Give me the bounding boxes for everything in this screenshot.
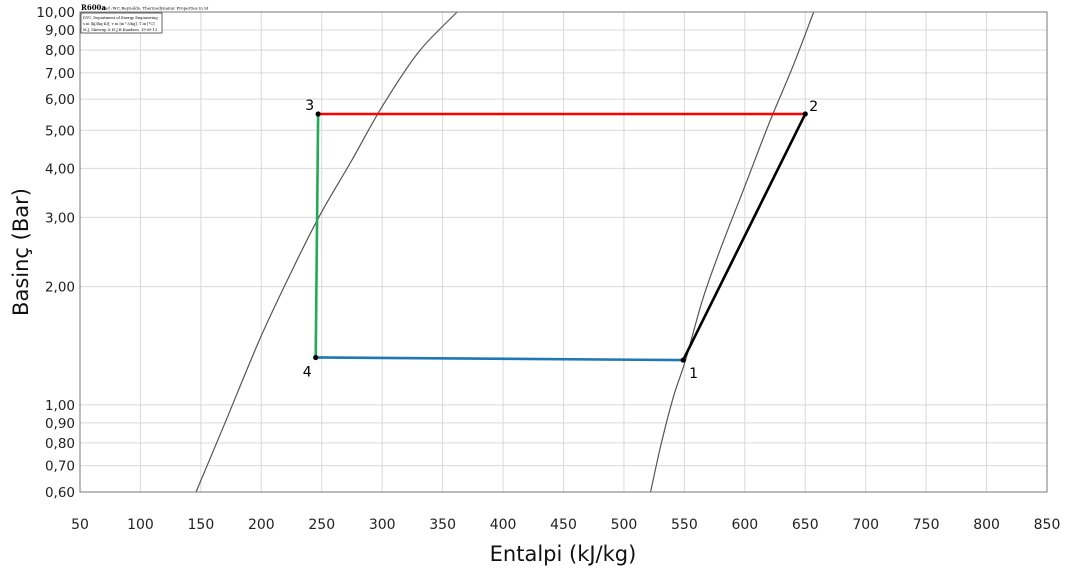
state-point-4 — [313, 355, 318, 360]
x-axis-title: Entalpi (kJ/kg) — [490, 542, 637, 566]
y-tick-label: 0,80 — [45, 436, 75, 452]
x-tick-label: 400 — [490, 517, 517, 533]
y-tick-label: 5,00 — [45, 123, 75, 139]
x-tick-labels: 50 100 150 200 250 300 350 400 450 500 550 600 650 70… — [71, 517, 1060, 533]
x-tick-label: 550 — [671, 517, 698, 533]
x-tick-label: 750 — [913, 517, 940, 533]
y-tick-label: 6,00 — [45, 92, 75, 108]
x-tick-label: 600 — [731, 517, 758, 533]
state-point-label-2: 2 — [809, 99, 818, 115]
y-tick-labels: 0,60 0,70 0,80 0,90 1,00 2,00 3,00 4,00 5,00 6,00… — [36, 5, 75, 501]
x-tick-label: 500 — [611, 517, 638, 533]
x-tick-label: 350 — [429, 517, 456, 533]
x-tick-label: 300 — [369, 517, 396, 533]
x-tick-label: 650 — [792, 517, 819, 533]
y-tick-label: 0,70 — [45, 459, 75, 475]
state-point-label-1: 1 — [689, 366, 698, 382]
y-tick-label: 0,60 — [45, 485, 75, 501]
y-axis-title: Basinç (Bar) — [9, 188, 33, 316]
y-tick-label: 2,00 — [45, 280, 75, 296]
x-tick-label: 700 — [852, 517, 879, 533]
state-point-1 — [681, 357, 686, 362]
state-point-label-4: 4 — [303, 364, 312, 380]
x-tick-label: 850 — [1034, 517, 1061, 533]
x-tick-label: 100 — [127, 517, 154, 533]
y-tick-label: 8,00 — [45, 43, 75, 59]
state-point-3 — [316, 111, 321, 116]
state-point-2 — [803, 111, 808, 116]
info-box-line-3: M.J. Skovrup & H.J.H Knudsen. 19-09-13 — [83, 28, 158, 32]
info-box-line-1: DTU, Department of Energy Engineering — [83, 16, 158, 20]
y-tick-label: 7,00 — [45, 66, 75, 82]
state-point-label-3: 3 — [305, 98, 314, 114]
info-box-line-2: s in [kJ/(kg K)]; v in [m^3/kg]; T in [°… — [83, 22, 155, 26]
y-tick-label: 1,00 — [45, 398, 75, 414]
y-tick-label: 10,00 — [36, 5, 75, 21]
x-tick-label: 250 — [308, 517, 335, 533]
x-tick-label: 200 — [248, 517, 275, 533]
y-tick-label: 0,90 — [45, 416, 75, 432]
x-tick-label: 800 — [973, 517, 1000, 533]
y-tick-label: 3,00 — [45, 210, 75, 226]
x-tick-label: 450 — [550, 517, 577, 533]
y-tick-label: 4,00 — [45, 161, 75, 177]
y-tick-label: 9,00 — [45, 23, 75, 39]
x-tick-label: 50 — [71, 517, 89, 533]
chart-header-subtitle: Ref :W.C.Reynolds: Thermodynamic Propert… — [103, 6, 209, 11]
x-tick-label: 150 — [188, 517, 215, 533]
